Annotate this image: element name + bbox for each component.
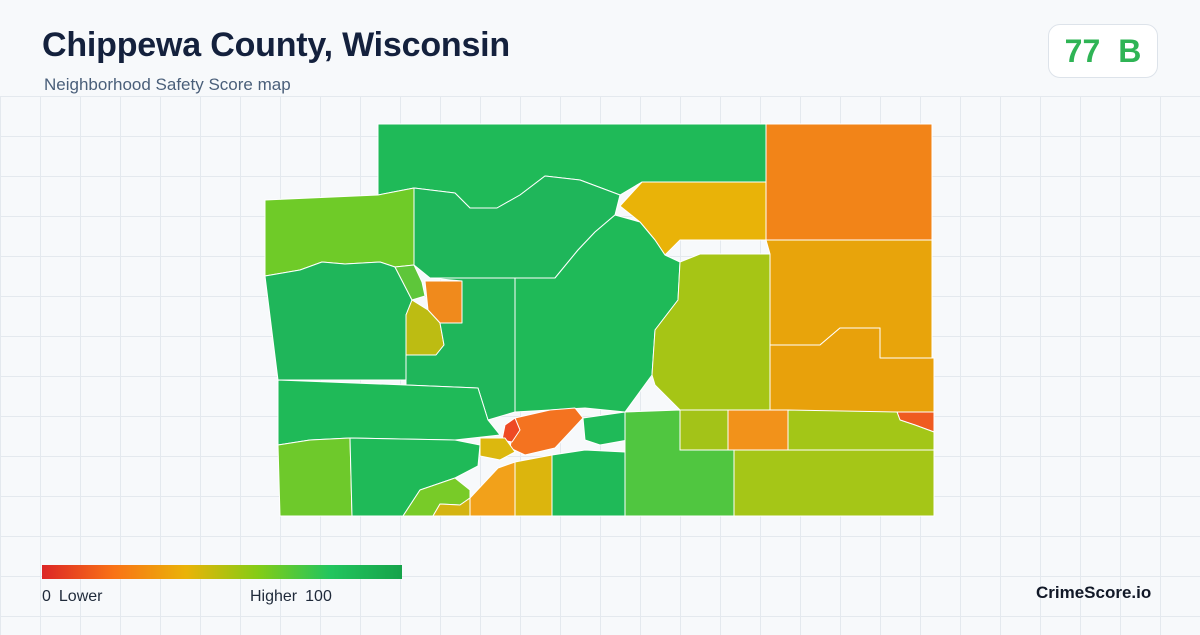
legend-max-value: 100 xyxy=(305,588,332,605)
header: Chippewa County, Wisconsin Neighborhood … xyxy=(0,0,1200,96)
page-subtitle: Neighborhood Safety Score map xyxy=(44,75,291,94)
region-northeast-corner[interactable] xyxy=(765,123,933,241)
legend-min-text: Lower xyxy=(58,588,103,605)
score-value: 77 xyxy=(1064,32,1101,69)
region-narrow-strip[interactable] xyxy=(394,264,426,301)
region-sw-small-yellow[interactable] xyxy=(432,497,471,517)
region-city-orange[interactable] xyxy=(509,407,584,456)
region-mid-orange[interactable] xyxy=(727,409,789,451)
region-mid-olive[interactable] xyxy=(679,409,729,451)
region-south-gold[interactable] xyxy=(514,454,553,517)
page-title: Chippewa County, Wisconsin xyxy=(42,26,510,64)
legend-high-label: Higher 100 xyxy=(250,588,332,606)
region-lake-green[interactable] xyxy=(582,411,629,446)
region-southwest-green[interactable] xyxy=(277,379,501,446)
region-south-central-green[interactable] xyxy=(551,449,626,517)
legend-gradient-bar xyxy=(42,565,402,579)
region-west-lime[interactable] xyxy=(264,187,415,277)
region-southeast-olive[interactable] xyxy=(733,449,935,517)
legend-low-label: 0 Lower xyxy=(42,588,102,606)
legend-max-text: Higher xyxy=(250,588,298,605)
legend-min-value: 0 xyxy=(42,588,51,605)
region-southwest-lime[interactable] xyxy=(277,437,353,517)
region-east-olive[interactable] xyxy=(651,253,771,411)
region-center-east-green[interactable] xyxy=(514,214,681,413)
region-city-yellow[interactable] xyxy=(479,437,516,461)
score-grade: B xyxy=(1118,32,1142,69)
region-south-orange[interactable] xyxy=(469,461,516,517)
brand-logo-text[interactable]: CrimeScore.io xyxy=(1036,583,1152,602)
region-west-central-green[interactable] xyxy=(264,261,413,381)
score-badge: 77 B xyxy=(1048,24,1158,78)
region-east-olive-south[interactable] xyxy=(787,409,935,451)
